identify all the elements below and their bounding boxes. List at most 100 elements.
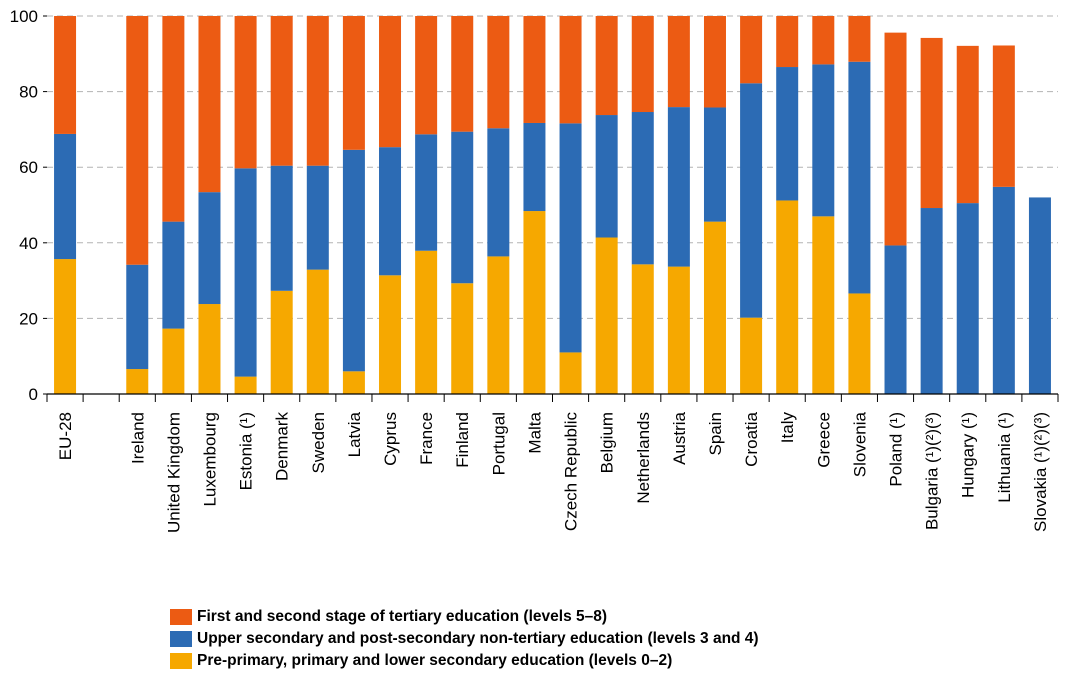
x-tick-label: Finland <box>453 412 472 468</box>
x-tick-label: Estonia (¹) <box>237 412 256 490</box>
x-tick-label: Malta <box>525 411 544 453</box>
bar-segment <box>920 37 943 209</box>
bar-segment <box>126 369 149 394</box>
bar-segment <box>451 16 474 132</box>
bar-segment <box>631 16 654 113</box>
bar-segment <box>920 208 943 394</box>
bar-segment <box>559 352 582 394</box>
bar-segment <box>415 134 438 251</box>
legend-item: Upper secondary and post-secondary non-t… <box>170 628 759 650</box>
bar-segment <box>776 200 799 394</box>
x-tick-label: Bulgaria (¹)(²)(³) <box>923 412 942 530</box>
bar-segment <box>198 192 221 305</box>
bar-segment <box>740 317 763 394</box>
bar-segment <box>1028 197 1051 394</box>
x-tick-label: Lithuania (¹) <box>995 412 1014 503</box>
x-tick-label: Slovenia <box>850 411 869 477</box>
bar-segment <box>306 269 329 394</box>
bar-segment <box>54 133 77 260</box>
x-tick-label: France <box>417 412 436 465</box>
bar-segment <box>487 128 510 257</box>
bar-segment <box>595 16 618 116</box>
x-tick-label: Luxembourg <box>200 412 219 507</box>
bar-segment <box>342 149 365 372</box>
x-tick-label: Portugal <box>489 412 508 475</box>
legend-label: First and second stage of tertiary educa… <box>197 608 608 625</box>
bar-segment <box>523 122 546 212</box>
bar-segment <box>234 168 257 377</box>
bar-segment <box>559 16 582 124</box>
y-tick-label: 60 <box>19 158 38 177</box>
bar-segment <box>812 64 835 217</box>
y-tick-label: 0 <box>29 385 38 404</box>
bar-segment <box>415 250 438 394</box>
legend-swatch <box>170 631 192 647</box>
legend-item: First and second stage of tertiary educa… <box>170 606 759 628</box>
axes-layer: 0 20 40 60 80 100 EU-28 Ireland United Kingdom Lu… <box>10 7 1059 533</box>
y-tick-label: 100 <box>10 7 38 26</box>
y-tick-label: 20 <box>19 309 38 328</box>
bar-segment <box>740 16 763 84</box>
bar-segment <box>379 147 402 276</box>
bar-segment <box>379 16 402 148</box>
bar-segment <box>198 304 221 394</box>
bar-segment <box>523 16 546 123</box>
bar-segment <box>379 275 402 394</box>
stacked-bar-chart: 0 20 40 60 80 100 EU-28 Ireland United Kingdom Lu… <box>10 7 1059 533</box>
bar-segment <box>667 107 690 267</box>
x-tick-label: Poland (¹) <box>887 412 906 487</box>
legend-swatch <box>170 609 192 625</box>
bar-segment <box>812 216 835 394</box>
bar-segment <box>631 112 654 265</box>
bar-segment <box>342 16 365 150</box>
bar-segment <box>54 16 77 134</box>
legend: First and second stage of tertiary educa… <box>170 606 759 672</box>
x-tick-label: Czech Republic <box>562 412 581 532</box>
bar-segment <box>667 16 690 108</box>
x-tick-label: Sweden <box>309 412 328 473</box>
bars-layer <box>54 16 1051 394</box>
legend-item: Pre-primary, primary and lower secondary… <box>170 650 759 672</box>
bar-segment <box>234 376 257 394</box>
bar-segment <box>162 221 185 329</box>
x-tick-label: Austria <box>670 411 689 464</box>
bar-segment <box>848 293 871 394</box>
bar-segment <box>703 16 726 108</box>
bar-segment <box>126 264 149 370</box>
x-tick-label: Croatia <box>742 411 761 466</box>
bar-segment <box>776 67 799 201</box>
bar-segment <box>884 32 907 246</box>
bar-segment <box>162 328 185 394</box>
x-tick-label: Spain <box>706 412 725 455</box>
bar-segment <box>270 16 293 166</box>
bar-segment <box>451 131 474 284</box>
bar-segment <box>848 61 871 294</box>
bar-segment <box>884 245 907 394</box>
bar-segment <box>595 115 618 238</box>
y-tick-label: 80 <box>19 83 38 102</box>
bar-segment <box>270 290 293 394</box>
bar-segment <box>162 16 185 222</box>
bar-segment <box>631 264 654 394</box>
legend-swatch <box>170 653 192 669</box>
bar-segment <box>703 221 726 394</box>
bar-segment <box>54 259 77 394</box>
x-tick-label: Cyprus <box>381 412 400 466</box>
legend-label: Pre-primary, primary and lower secondary… <box>197 652 673 669</box>
bar-segment <box>198 16 221 193</box>
bar-segment <box>956 45 979 204</box>
bar-segment <box>126 16 149 265</box>
bar-segment <box>667 266 690 394</box>
bar-segment <box>992 186 1015 394</box>
bar-segment <box>848 16 871 62</box>
bar-segment <box>342 371 365 394</box>
bar-segment <box>523 211 546 394</box>
bar-segment <box>234 16 257 169</box>
x-tick-label: Italy <box>778 412 797 444</box>
x-tick-label: Slovakia (¹)(²)(³) <box>1031 412 1050 532</box>
x-tick-label: Netherlands <box>634 412 653 504</box>
bar-segment <box>740 83 763 318</box>
bar-segment <box>595 237 618 394</box>
x-tick-label: United Kingdom <box>164 412 183 533</box>
bar-segment <box>270 165 293 291</box>
